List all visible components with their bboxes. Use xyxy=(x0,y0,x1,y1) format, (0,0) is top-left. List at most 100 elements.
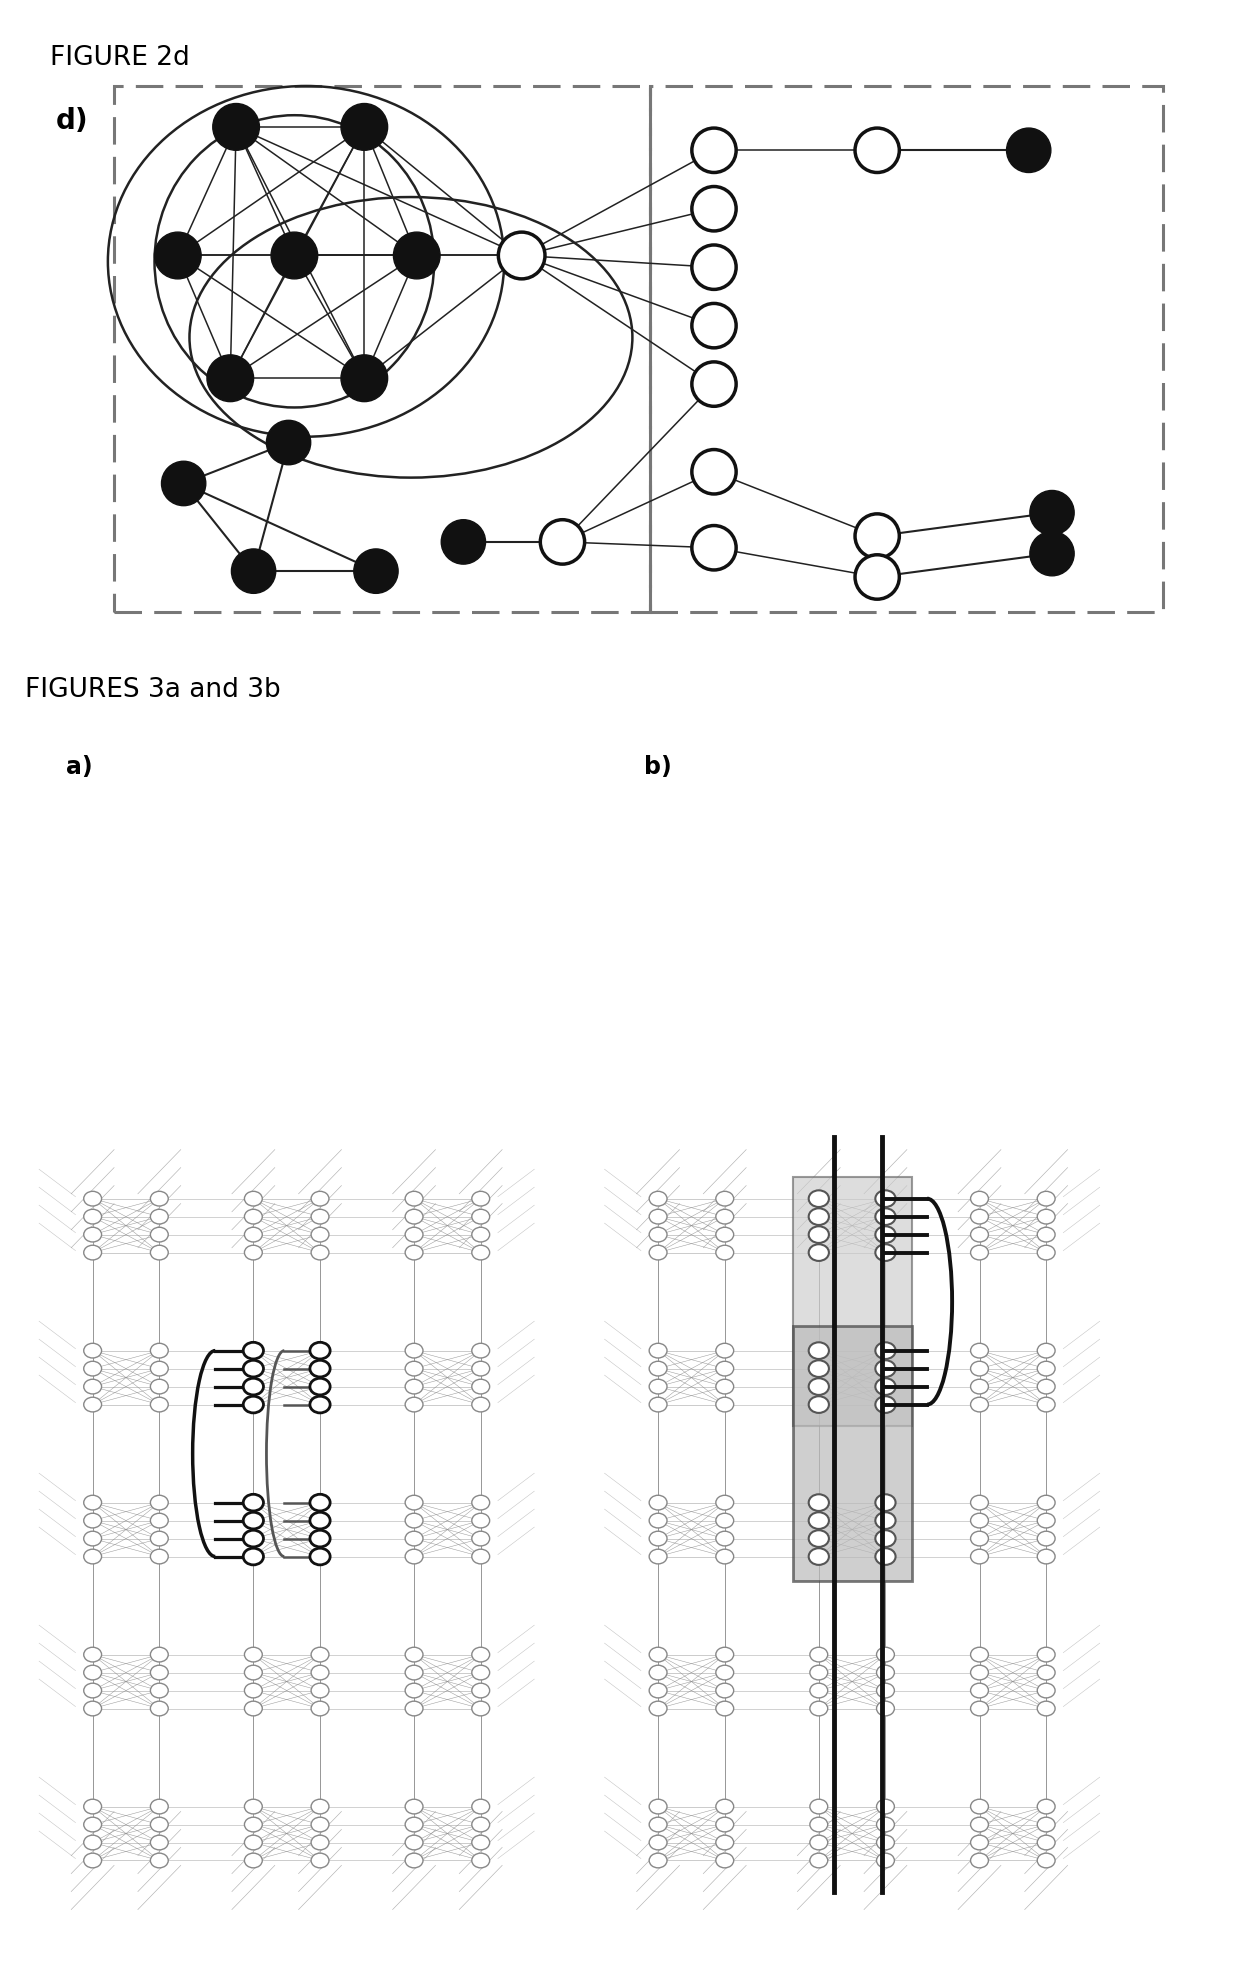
Circle shape xyxy=(471,1549,490,1563)
Circle shape xyxy=(150,1549,169,1563)
Circle shape xyxy=(810,1379,828,1394)
Circle shape xyxy=(161,461,206,506)
Circle shape xyxy=(311,1343,329,1357)
Circle shape xyxy=(650,1396,667,1412)
Circle shape xyxy=(150,1514,169,1528)
Circle shape xyxy=(244,1532,263,1545)
Circle shape xyxy=(810,1228,828,1241)
Circle shape xyxy=(808,1379,828,1394)
Circle shape xyxy=(1037,1190,1055,1206)
Circle shape xyxy=(971,1853,988,1867)
Circle shape xyxy=(1037,1800,1055,1814)
Circle shape xyxy=(856,555,899,600)
Circle shape xyxy=(877,1190,894,1206)
Circle shape xyxy=(1037,1245,1055,1259)
Circle shape xyxy=(1037,1514,1055,1528)
Circle shape xyxy=(84,1514,102,1528)
Circle shape xyxy=(310,1530,330,1547)
Circle shape xyxy=(808,1190,828,1206)
Circle shape xyxy=(243,1530,263,1547)
Circle shape xyxy=(971,1190,988,1206)
Circle shape xyxy=(405,1343,423,1357)
Circle shape xyxy=(84,1853,102,1867)
Circle shape xyxy=(877,1835,894,1849)
Circle shape xyxy=(692,526,737,571)
Circle shape xyxy=(650,1379,667,1394)
Circle shape xyxy=(150,1835,169,1849)
Circle shape xyxy=(650,1494,667,1510)
Circle shape xyxy=(471,1514,490,1528)
Circle shape xyxy=(1007,127,1050,173)
Bar xyxy=(792,1177,911,1426)
Circle shape xyxy=(84,1190,102,1206)
Circle shape xyxy=(650,1514,667,1528)
Circle shape xyxy=(405,1514,423,1528)
Circle shape xyxy=(810,1853,828,1867)
Circle shape xyxy=(877,1396,894,1412)
Circle shape xyxy=(244,1379,263,1394)
Circle shape xyxy=(856,514,899,559)
Circle shape xyxy=(650,1665,667,1681)
Circle shape xyxy=(877,1210,894,1224)
Circle shape xyxy=(150,1343,169,1357)
Circle shape xyxy=(471,1245,490,1259)
Circle shape xyxy=(1037,1396,1055,1412)
Circle shape xyxy=(650,1228,667,1241)
Circle shape xyxy=(810,1494,828,1510)
Circle shape xyxy=(810,1396,828,1412)
Circle shape xyxy=(150,1532,169,1545)
Circle shape xyxy=(971,1396,988,1412)
Bar xyxy=(114,86,650,612)
Circle shape xyxy=(311,1361,329,1377)
Circle shape xyxy=(310,1341,330,1359)
Circle shape xyxy=(84,1228,102,1241)
Circle shape xyxy=(877,1343,894,1357)
Circle shape xyxy=(311,1245,329,1259)
Circle shape xyxy=(471,1361,490,1377)
Circle shape xyxy=(810,1361,828,1377)
Circle shape xyxy=(471,1190,490,1206)
Circle shape xyxy=(715,1343,734,1357)
Circle shape xyxy=(541,520,584,565)
Circle shape xyxy=(311,1494,329,1510)
Circle shape xyxy=(875,1547,895,1565)
Circle shape xyxy=(405,1800,423,1814)
Circle shape xyxy=(150,1210,169,1224)
Circle shape xyxy=(243,1361,263,1377)
Circle shape xyxy=(808,1396,828,1412)
Circle shape xyxy=(310,1512,330,1530)
Circle shape xyxy=(471,1494,490,1510)
Circle shape xyxy=(150,1396,169,1412)
Circle shape xyxy=(810,1800,828,1814)
Circle shape xyxy=(311,1683,329,1698)
Circle shape xyxy=(715,1210,734,1224)
Circle shape xyxy=(244,1853,263,1867)
Circle shape xyxy=(405,1245,423,1259)
Circle shape xyxy=(244,1396,263,1412)
Circle shape xyxy=(311,1853,329,1867)
Circle shape xyxy=(971,1683,988,1698)
Circle shape xyxy=(875,1361,895,1377)
Circle shape xyxy=(650,1343,667,1357)
Circle shape xyxy=(808,1530,828,1547)
Circle shape xyxy=(471,1835,490,1849)
Circle shape xyxy=(471,1343,490,1357)
Circle shape xyxy=(856,127,899,173)
Circle shape xyxy=(405,1228,423,1241)
Circle shape xyxy=(244,1343,263,1357)
Circle shape xyxy=(84,1343,102,1357)
Circle shape xyxy=(971,1361,988,1377)
Circle shape xyxy=(875,1243,895,1261)
Circle shape xyxy=(311,1228,329,1241)
Text: FIGURE 2d: FIGURE 2d xyxy=(50,45,190,71)
Circle shape xyxy=(971,1228,988,1241)
Circle shape xyxy=(405,1494,423,1510)
Circle shape xyxy=(353,549,398,594)
Circle shape xyxy=(310,1494,330,1510)
Circle shape xyxy=(1037,1700,1055,1716)
Circle shape xyxy=(441,520,486,565)
Circle shape xyxy=(84,1665,102,1681)
Circle shape xyxy=(150,1190,169,1206)
Circle shape xyxy=(875,1530,895,1547)
Circle shape xyxy=(244,1700,263,1716)
